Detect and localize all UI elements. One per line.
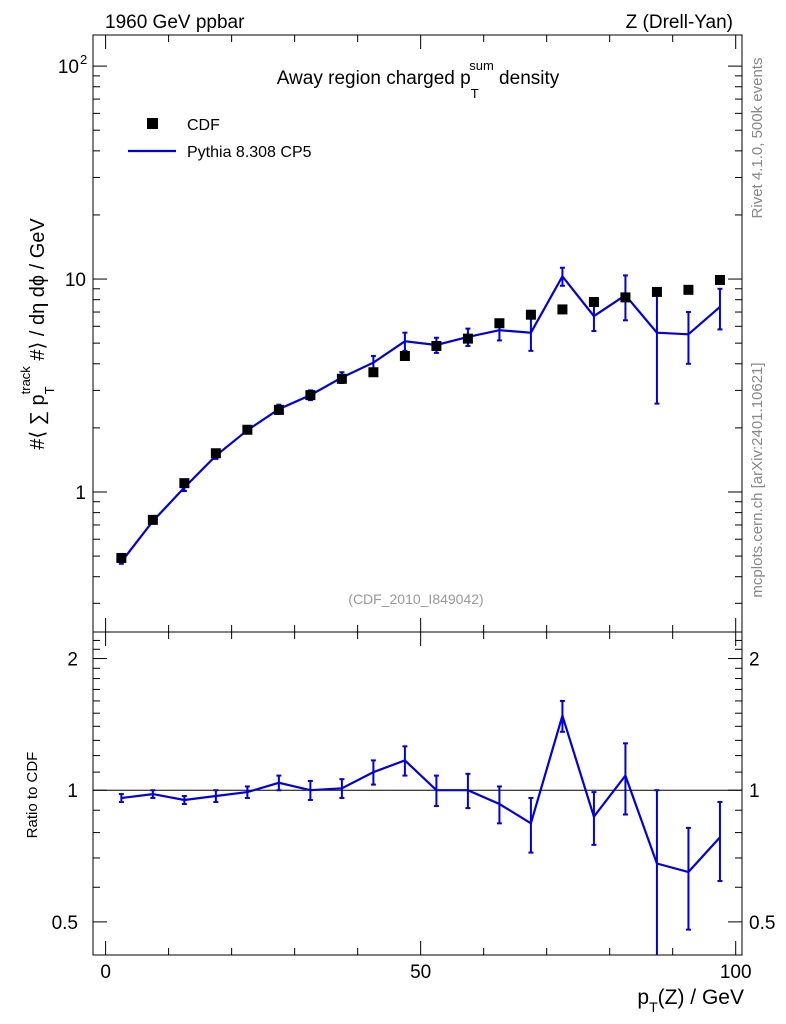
cdf-data-point xyxy=(620,292,631,303)
y-axis-label-ratio: Ratio to CDF xyxy=(24,752,41,839)
cdf-data-point xyxy=(147,514,158,525)
cdf-data-point xyxy=(525,309,536,320)
ratio-series-line xyxy=(121,711,721,874)
y-tick-label-top: 10 xyxy=(58,57,79,78)
x-axis-label: pT(Z) / GeV xyxy=(637,986,744,1015)
header-left-label: 1960 GeV ppbar xyxy=(105,12,245,33)
x-tick-label: 0 xyxy=(100,962,111,983)
header-right-label: Z (Drell-Yan) xyxy=(626,12,733,33)
cdf-data-point xyxy=(179,478,190,489)
cdf-data-point xyxy=(368,367,379,378)
y-axis-label-top: #⟨ ∑ pTtrack #⟩ / dη dϕ / GeV xyxy=(18,218,57,450)
main-plot-data xyxy=(116,266,725,565)
ratio-panel-frame xyxy=(92,631,743,956)
cdf-data-point xyxy=(494,318,505,329)
y-tick-label-top: 1 xyxy=(75,483,86,504)
cdf-data-point xyxy=(210,448,221,459)
x-tick-label: 100 xyxy=(720,962,752,983)
pythia-series-line xyxy=(120,274,721,563)
y-tick-label-top-exponent: 2 xyxy=(80,52,87,67)
y-tick-label-top: 10 xyxy=(65,270,86,291)
cdf-data-point xyxy=(242,424,253,435)
cdf-data-point xyxy=(714,274,725,285)
cdf-data-point xyxy=(431,340,442,351)
y-tick-label-ratio-right: 0.5 xyxy=(749,913,775,934)
analysis-tag: (CDF_2010_I849042) xyxy=(348,591,483,607)
cdf-data-point xyxy=(305,390,316,401)
cdf-data-point xyxy=(273,404,284,415)
axis-ticks xyxy=(93,35,742,955)
legend-label-pythia: Pythia 8.308 CP5 xyxy=(187,144,312,161)
cdf-data-point xyxy=(557,304,568,315)
cdf-data-point xyxy=(588,297,599,308)
cdf-data-point xyxy=(116,552,127,563)
legend-marker-cdf xyxy=(147,118,158,129)
rivet-version-label: Rivet 4.1.0, 500k events xyxy=(749,58,766,219)
y-tick-label-ratio: 1 xyxy=(67,781,78,802)
source-label: mcplots.cern.ch [arXiv:2401.10621] xyxy=(749,362,766,597)
cdf-data-point xyxy=(336,373,347,384)
cdf-data-point xyxy=(462,333,473,344)
chart-title: Away region charged pTsum density xyxy=(277,58,560,101)
y-tick-label-ratio: 0.5 xyxy=(52,913,78,934)
y-tick-label-ratio-right: 2 xyxy=(749,650,760,671)
cdf-data-point xyxy=(683,284,694,295)
y-tick-label-ratio: 2 xyxy=(67,650,78,671)
legend-label-cdf: CDF xyxy=(187,117,220,134)
x-tick-label: 50 xyxy=(410,962,431,983)
cdf-data-point xyxy=(651,286,662,297)
cdf-data-point xyxy=(399,351,410,362)
ratio-plot-data xyxy=(118,699,723,955)
y-tick-label-ratio-right: 1 xyxy=(749,781,760,802)
